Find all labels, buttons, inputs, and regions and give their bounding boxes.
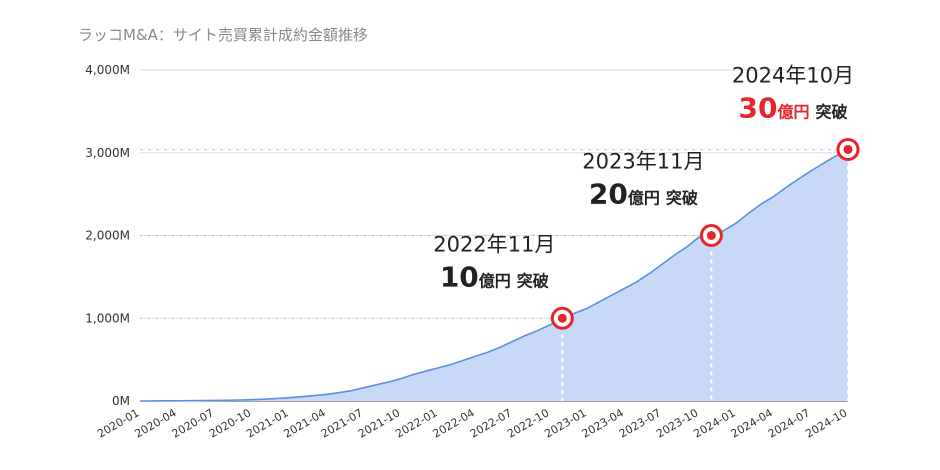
area-fill (140, 149, 848, 401)
x-tick-label: 2022-10 (505, 406, 551, 440)
guide-layer (140, 148, 849, 401)
x-tick-label: 2023-04 (580, 406, 626, 440)
x-tick-label: 2024-01 (691, 406, 737, 440)
milestone-suffix: 突破 (666, 189, 698, 208)
x-tick-label: 2020-01 (95, 406, 141, 440)
x-tick-label: 2020-07 (170, 406, 216, 440)
chart-title: ラッコM&A：サイト売買累計成約金額推移 (78, 26, 368, 44)
x-tick-label: 2021-10 (356, 406, 402, 440)
x-tick-label: 2020-04 (132, 406, 178, 440)
milestone-unit: 億円 (628, 189, 660, 208)
x-tick-label: 2022-04 (431, 406, 477, 440)
y-tick-label: 4,000M (85, 63, 130, 77)
milestone-unit: 億円 (777, 102, 809, 121)
x-tick-label: 2022-01 (393, 406, 439, 440)
milestone-marker-dot (843, 144, 853, 154)
x-tick-label: 2023-10 (654, 406, 700, 440)
milestone-suffix: 突破 (517, 271, 549, 290)
milestone-marker-dot (557, 313, 567, 323)
y-axis: 0M 1,000M 2,000M 3,000M 4,000M (85, 63, 130, 408)
x-tick-label: 2024-04 (729, 406, 775, 440)
x-tick-label: 2022-07 (468, 406, 514, 440)
y-tick-label: 1,000M (85, 311, 130, 325)
milestone-amount: 30 (739, 91, 778, 124)
series-line (139, 148, 849, 402)
milestone-unit: 億円 (479, 271, 511, 290)
x-axis: 2020-012020-042020-072020-102021-012021-… (95, 406, 849, 440)
x-tick-label: 2020-10 (207, 406, 253, 440)
y-tick-label: 3,000M (85, 146, 130, 160)
milestone-date: 2022年11月 (433, 232, 555, 256)
x-tick-label: 2023-01 (542, 406, 588, 440)
milestone-date: 2023年11月 (582, 150, 704, 174)
milestone-suffix: 突破 (815, 102, 847, 121)
milestone-amount: 10 (440, 260, 479, 293)
milestone-amount-line: 10億円 突破 (440, 260, 549, 293)
x-tick-label: 2021-01 (244, 406, 290, 440)
x-tick-label: 2024-07 (766, 406, 812, 440)
milestone-marker-dot (706, 231, 716, 240)
y-tick-label: 0M (112, 394, 130, 408)
milestone-amount-line: 30億円 突破 (739, 91, 848, 124)
x-tick-label: 2021-04 (282, 406, 328, 440)
x-tick-label: 2021-07 (319, 406, 365, 440)
milestone-date: 2024年10月 (732, 63, 854, 87)
area-layer (139, 148, 849, 402)
x-tick-label: 2023-07 (617, 406, 663, 440)
y-tick-label: 2,000M (85, 229, 130, 243)
milestone-amount-line: 20億円 突破 (589, 178, 698, 211)
x-tick-label: 2024-10 (803, 406, 849, 440)
milestone-amount: 20 (589, 178, 628, 211)
marker-layer (550, 137, 860, 330)
